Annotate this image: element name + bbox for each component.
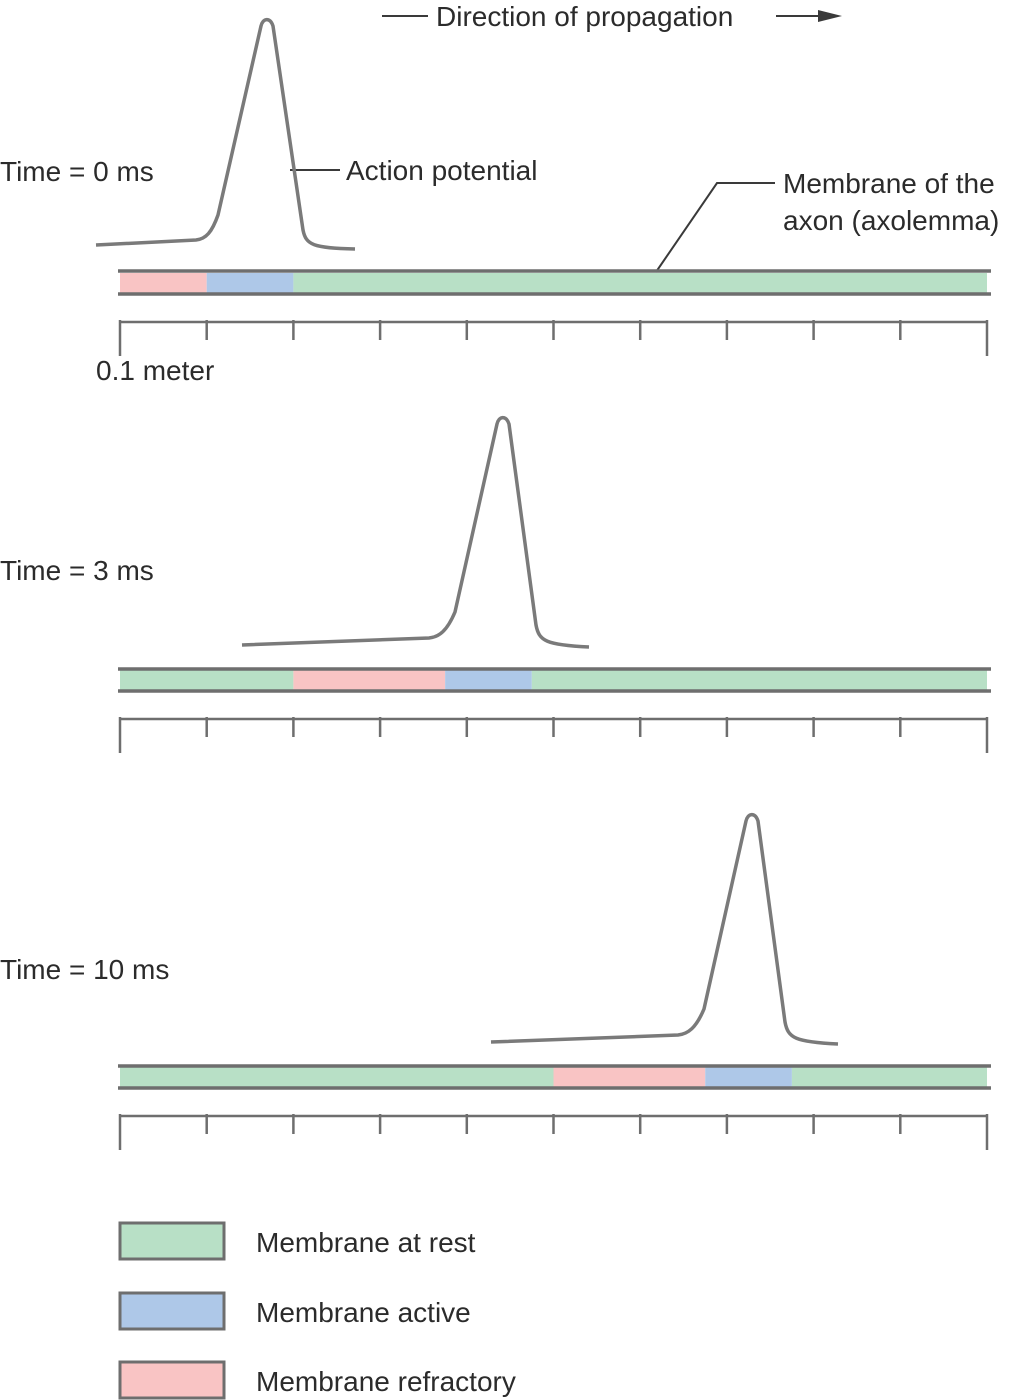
axon-segment-rest xyxy=(120,670,294,690)
action-potential-curve xyxy=(490,812,839,1046)
axon-segments xyxy=(120,670,987,690)
legend: Membrane at rest Membrane active Membran… xyxy=(118,1221,516,1400)
action-potential-curve xyxy=(95,17,356,251)
axon-segment-rest xyxy=(531,670,987,690)
axon-segment-rest xyxy=(120,1067,554,1087)
legend-label-active: Membrane active xyxy=(256,1297,471,1328)
action-potential-label: Action potential xyxy=(346,155,537,186)
panel-time-3: Time = 3 ms xyxy=(0,415,991,753)
time-label: Time = 0 ms xyxy=(0,156,154,187)
axon-segments xyxy=(120,273,987,293)
axon-segment-active xyxy=(445,670,532,690)
membrane-leader xyxy=(655,182,775,273)
axon-segments xyxy=(120,1067,987,1087)
time-label: Time = 3 ms xyxy=(0,555,154,586)
time-label: Time = 10 ms xyxy=(0,954,169,985)
axon-segment-rest xyxy=(791,1067,987,1087)
action-potential-curve xyxy=(241,415,590,649)
legend-swatch-active xyxy=(118,1291,226,1331)
legend-swatch-refractory xyxy=(118,1360,226,1400)
axon-segment-refractory xyxy=(553,1067,706,1087)
axon-segment-refractory xyxy=(120,273,207,293)
panel-time-0: Time = 0 ms xyxy=(0,17,991,356)
axon-segment-refractory xyxy=(293,670,446,690)
legend-swatch-rest xyxy=(118,1221,226,1261)
axon-segment-active xyxy=(206,273,294,293)
legend-label-refractory: Membrane refractory xyxy=(256,1366,516,1397)
scale-label: 0.1 meter xyxy=(96,355,214,386)
scale-ruler xyxy=(118,717,989,753)
annotations: Action potential Membrane of the axon (a… xyxy=(96,155,999,386)
direction-label: Direction of propagation xyxy=(436,1,733,32)
propagation-header: Direction of propagation xyxy=(382,1,842,32)
axon-segment-active xyxy=(705,1067,792,1087)
scale-ruler xyxy=(118,320,989,356)
membrane-label-line2: axon (axolemma) xyxy=(783,205,999,236)
membrane-label-line1: Membrane of the xyxy=(783,168,995,199)
axon-segment-rest xyxy=(293,273,987,293)
scale-ruler xyxy=(118,1114,989,1150)
legend-label-rest: Membrane at rest xyxy=(256,1227,476,1258)
panel-time-10: Time = 10 ms xyxy=(0,812,991,1150)
direction-arrow-icon xyxy=(818,10,842,22)
